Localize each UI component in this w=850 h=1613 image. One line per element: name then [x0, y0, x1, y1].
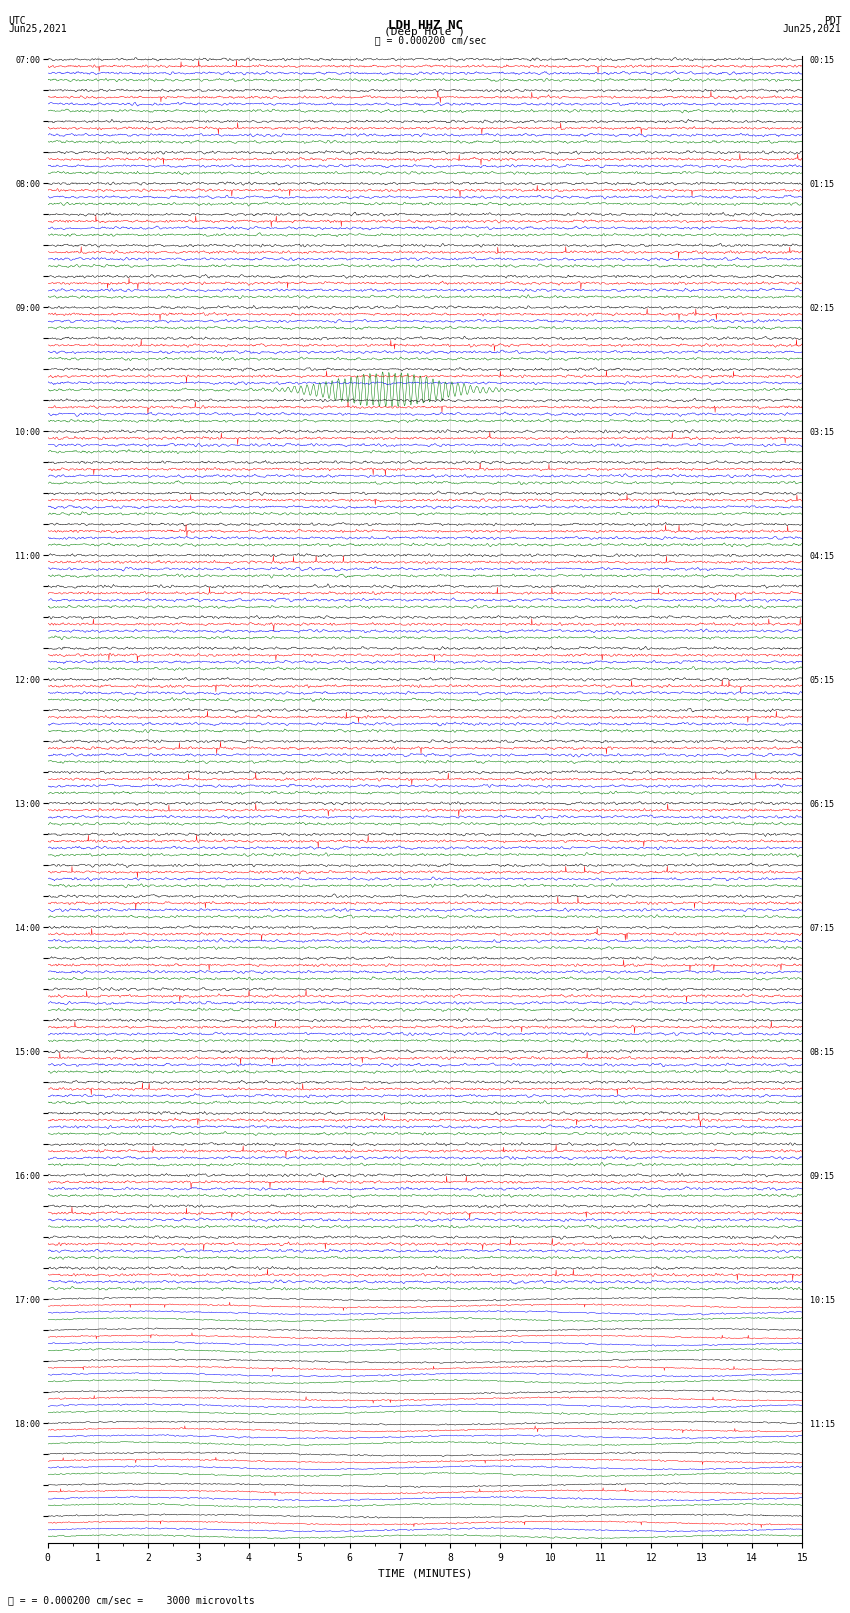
Text: PDT: PDT [824, 16, 842, 26]
Text: LDH HHZ NC: LDH HHZ NC [388, 19, 462, 32]
Text: UTC: UTC [8, 16, 26, 26]
Text: Jun25,2021: Jun25,2021 [783, 24, 842, 34]
X-axis label: TIME (MINUTES): TIME (MINUTES) [377, 1569, 473, 1579]
Text: (Deep Hole ): (Deep Hole ) [384, 27, 466, 37]
Text: Jun25,2021: Jun25,2021 [8, 24, 67, 34]
Text: ⎵ = = 0.000200 cm/sec =    3000 microvolts: ⎵ = = 0.000200 cm/sec = 3000 microvolts [8, 1595, 255, 1605]
Text: ⎵ = 0.000200 cm/sec: ⎵ = 0.000200 cm/sec [363, 35, 487, 45]
